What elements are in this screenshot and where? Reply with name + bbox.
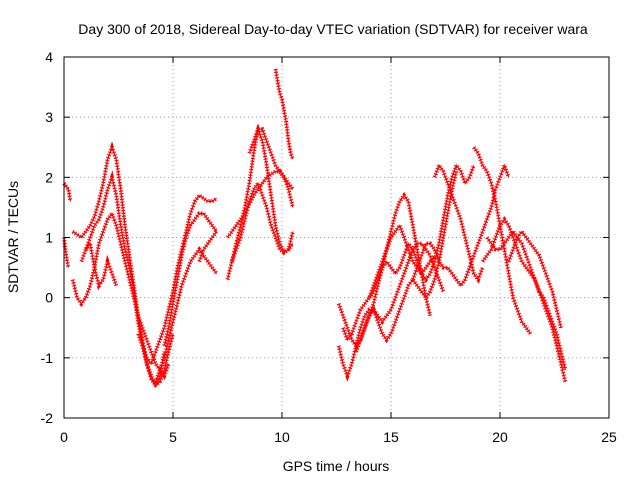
- series-arc-m-core: [231, 182, 294, 262]
- x-tick-label: 0: [60, 429, 68, 445]
- y-tick-label: 4: [45, 49, 53, 65]
- x-tick-label: 25: [601, 429, 617, 445]
- series-arc-i-core: [163, 212, 218, 346]
- y-tick-label: 1: [45, 230, 53, 246]
- series-arc-o-core: [274, 68, 294, 160]
- series-arc-t: [367, 161, 476, 299]
- series-arc-j-core: [198, 231, 218, 262]
- series-arc-w-core: [473, 146, 531, 335]
- x-tick-label: 20: [492, 429, 508, 445]
- chart-title: Day 300 of 2018, Sidereal Day-to-day VTE…: [78, 21, 588, 37]
- series-arc-v-core: [434, 164, 484, 281]
- series-arc-u-core: [412, 163, 510, 287]
- series-arc-e: [79, 170, 175, 388]
- y-axis-label: SDTVAR / TECUs: [5, 181, 21, 293]
- series-arc-h-core: [155, 248, 218, 383]
- y-tick-label: 3: [45, 109, 53, 125]
- series-arc-g-core: [137, 194, 217, 366]
- grid: [64, 57, 609, 418]
- series-arc-x-core: [482, 218, 566, 383]
- series-arc-n-core: [248, 127, 294, 254]
- series-arc-f: [84, 238, 119, 291]
- x-tick-label: 10: [274, 429, 290, 445]
- y-tick-label: -1: [41, 350, 54, 366]
- series-arc-a-core: [63, 182, 72, 202]
- series-arc-k: [225, 127, 295, 281]
- x-axis-label: GPS time / hours: [283, 458, 390, 474]
- x-tick-label: 15: [383, 429, 399, 445]
- series-arc-p-core: [338, 194, 431, 347]
- y-tick-label: 0: [45, 290, 53, 306]
- series-arc-u: [410, 159, 511, 290]
- series-arc-y-core: [486, 230, 566, 371]
- y-tick-label: 2: [45, 169, 53, 185]
- series-arc-q-core: [338, 242, 444, 378]
- series-arc-l: [225, 169, 295, 239]
- data-traces: [62, 68, 568, 389]
- y-tick-label: -2: [41, 410, 54, 426]
- series-arc-d-core: [72, 212, 170, 378]
- series-arc-f-core: [85, 242, 117, 288]
- series-arc-k-core: [226, 128, 294, 280]
- axis-ticks: 0 5 10 15 20 25 -2 -1 0 1 2 3 4: [41, 49, 617, 445]
- series-arc-t-core: [368, 164, 475, 299]
- series-arc-l-core: [227, 170, 294, 238]
- series-arc-z-core: [508, 230, 562, 328]
- series-arc-e-core: [80, 175, 174, 386]
- x-tick-label: 5: [169, 429, 177, 445]
- series-arc-b-core: [63, 237, 69, 268]
- series-arc-s-core: [355, 171, 457, 353]
